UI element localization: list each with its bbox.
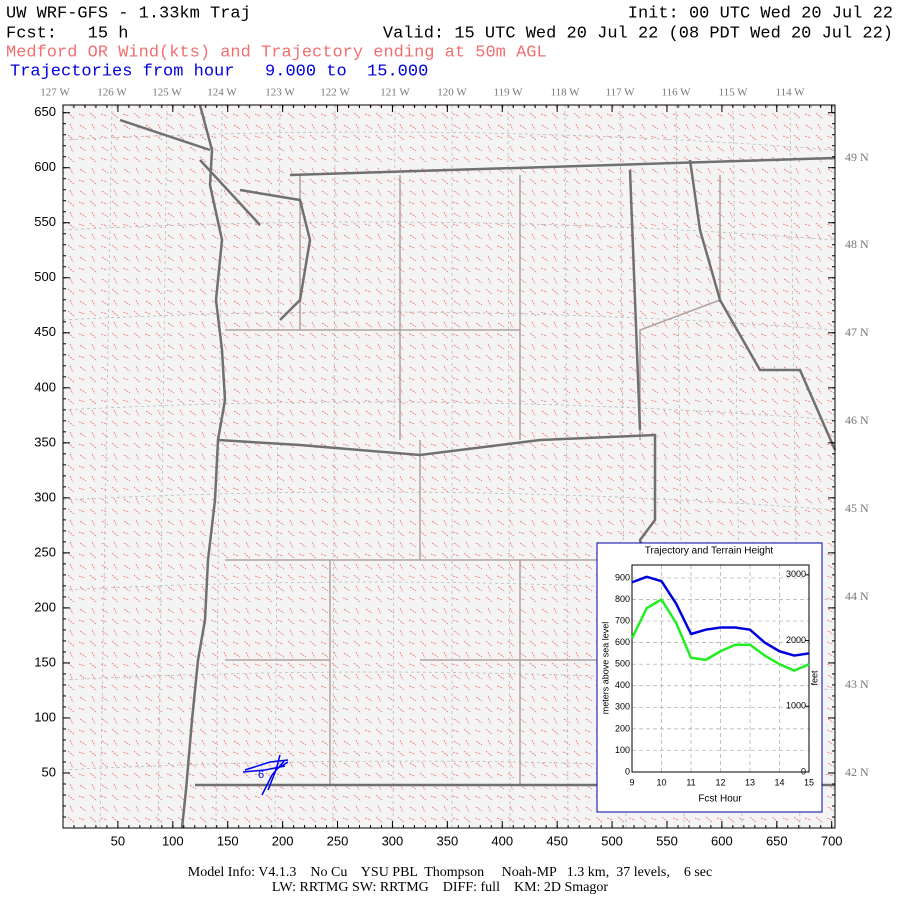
x-tick-label: 100: [162, 833, 184, 848]
series-line: [631, 575, 810, 657]
x-tick-label: 450: [546, 833, 568, 848]
longitude-label: 116 W: [661, 87, 691, 99]
x-tick-label: 15: [804, 777, 814, 787]
inset-y-label: meters above sea level: [600, 622, 610, 715]
x-tick-label: 11: [686, 777, 695, 787]
title: UW WRF-GFS - 1.33km Traj: [6, 4, 251, 23]
latitude-label: 46 N: [845, 413, 869, 427]
longitude-label: 126 W: [97, 87, 127, 99]
latitude-label: 43 N: [845, 677, 869, 691]
x-tick-label: 550: [656, 833, 678, 848]
trajectory-label: 6: [258, 769, 264, 781]
y-tick-label: 300: [34, 489, 56, 504]
y-tick-label: 400: [615, 680, 630, 690]
y-tick-label: 600: [34, 159, 56, 174]
y-tick-label: 500: [615, 659, 630, 669]
longitude-label: 124 W: [207, 87, 237, 99]
longitude-label: 120 W: [437, 87, 467, 99]
inset-title: Trajectory and Terrain Height: [645, 546, 774, 557]
y-tick-label: 100: [34, 709, 56, 724]
latitude-label: 49 N: [845, 150, 869, 164]
y-tick-label: 400: [34, 379, 56, 394]
graticule: [62, 104, 836, 829]
y-tick-label: 500: [34, 269, 56, 284]
model-info: Model Info: V4.1.3 No Cu YSU PBL Thompso…: [188, 865, 712, 880]
y-tick-label: 600: [615, 637, 630, 647]
x-tick-label: 250: [327, 833, 349, 848]
longitude-label: 117 W: [605, 87, 635, 99]
y-tick-label: 200: [34, 599, 56, 614]
x-tick-label: 500: [601, 833, 623, 848]
trajectory-range: Trajectories from hour 9.000 to 15.000: [10, 62, 428, 81]
series-line: [630, 598, 810, 672]
model-physics: LW: RRTMG SW: RRTMG DIFF: full KM: 2D Sm…: [272, 880, 608, 895]
latitude-label: 42 N: [845, 765, 869, 779]
y-tick-label: 900: [615, 572, 630, 582]
x-tick-label: 12: [715, 777, 725, 787]
y-tick-label: 550: [34, 214, 56, 229]
inset-y2-label: feet: [809, 670, 819, 686]
latitude-label: 44 N: [845, 589, 869, 603]
inset-chart: Trajectory and Terrain Height Fcst Hour …: [596, 542, 823, 813]
y-tick-label: 250: [34, 544, 56, 559]
x-tick-label: 650: [766, 833, 788, 848]
inset-plot-frame: [631, 564, 810, 773]
x-tick-label: 400: [491, 833, 513, 848]
x-tick-label: 50: [111, 833, 125, 848]
longitude-label: 119 W: [493, 87, 523, 99]
y2-tick-label: 1000: [786, 701, 806, 711]
x-tick-label: 200: [272, 833, 294, 848]
x-tick-label: 700: [821, 833, 843, 848]
y-tick-label: 0: [625, 766, 630, 776]
longitude-label: 118 W: [550, 87, 580, 99]
y-tick-label: 700: [615, 615, 630, 625]
x-tick-label: 150: [217, 833, 239, 848]
subtitle: Medford OR Wind(kts) and Trajectory endi…: [6, 43, 547, 62]
x-tick-label: 9: [629, 777, 634, 787]
forecast-hour: Fcst: 15 h: [6, 24, 128, 43]
inset-frame: [596, 542, 823, 813]
longitude-label: 115 W: [718, 87, 748, 99]
y2-tick-label: 0: [801, 766, 806, 776]
y-tick-label: 350: [34, 434, 56, 449]
x-tick-label: 350: [437, 833, 459, 848]
latitude-label: 47 N: [845, 325, 869, 339]
coast-borders: [119, 104, 837, 829]
latitude-label: 45 N: [845, 501, 869, 515]
county-lines: [225, 175, 721, 785]
y-tick-label: 150: [34, 654, 56, 669]
y2-tick-label: 2000: [786, 635, 806, 645]
init-time: Init: 00 UTC Wed 20 Jul 22: [628, 4, 893, 23]
x-tick-label: 14: [774, 777, 784, 787]
y-tick-label: 300: [615, 702, 630, 712]
x-tick-label: 300: [382, 833, 404, 848]
x-tick-label: 13: [745, 777, 755, 787]
trajectories: [242, 754, 289, 796]
y-tick-label: 50: [42, 764, 56, 779]
longitude-label: 121 W: [380, 87, 410, 99]
longitude-label: 123 W: [265, 87, 295, 99]
x-tick-label: 10: [656, 777, 666, 787]
inset-x-label: Fcst Hour: [698, 794, 742, 805]
longitude-label: 125 W: [152, 87, 182, 99]
y-tick-label: 800: [615, 594, 630, 604]
valid-time: Valid: 15 UTC Wed 20 Jul 22 (08 PDT Wed …: [383, 24, 893, 43]
y2-tick-label: 3000: [786, 569, 806, 579]
y-tick-label: 450: [34, 324, 56, 339]
map: 6: [62, 104, 837, 829]
map-frame: [62, 104, 836, 829]
y-tick-label: 650: [34, 104, 56, 119]
longitude-label: 122 W: [320, 87, 350, 99]
latitude-label: 48 N: [845, 237, 869, 251]
y-tick-label: 200: [615, 723, 630, 733]
longitude-label: 114 W: [775, 87, 805, 99]
y-tick-label: 100: [615, 745, 630, 755]
x-tick-label: 600: [711, 833, 733, 848]
longitude-label: 127 W: [40, 87, 70, 99]
